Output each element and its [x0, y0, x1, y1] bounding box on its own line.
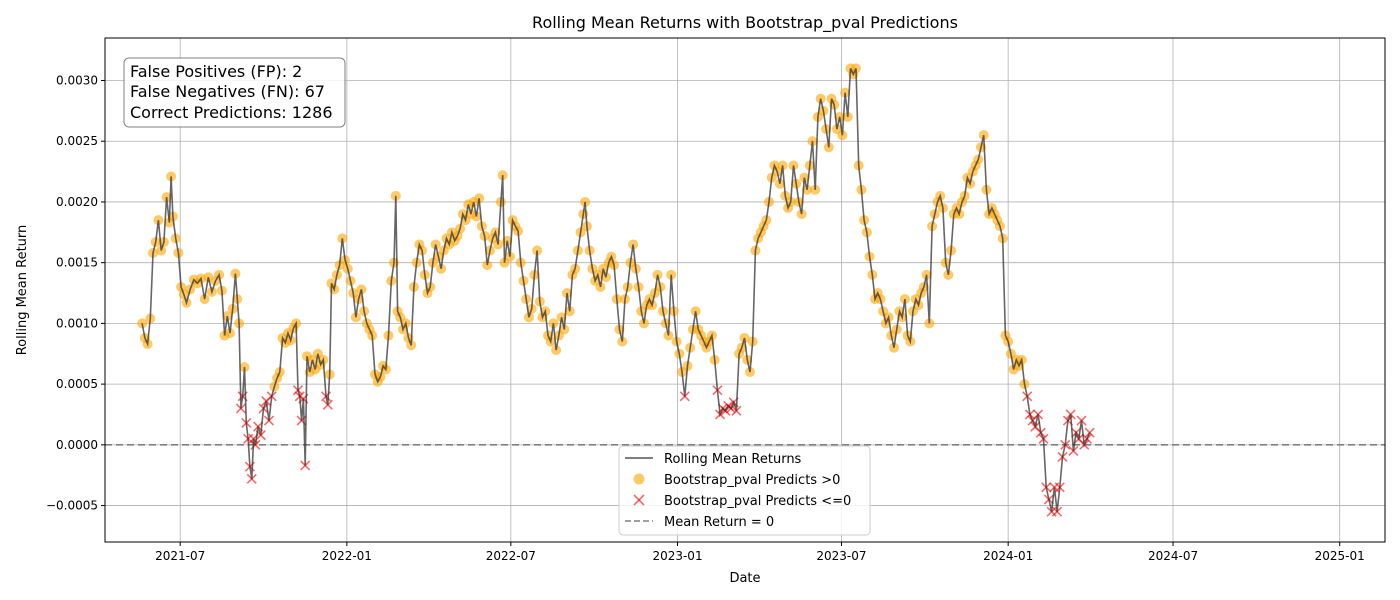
y-axis-ticks: −0.0005 0.0000 0.0005 0.0010 0.0015 0.0020 0.0… [46, 74, 105, 513]
plot-frame [104, 37, 1386, 543]
x-tick-label: 2024-07 [1148, 549, 1198, 563]
x-tick-label: 2022-01 [322, 549, 372, 563]
legend-item-mean-return: Mean Return = 0 [664, 515, 774, 530]
stats-box-frame [123, 57, 346, 128]
prediction-positive-point [390, 190, 401, 201]
y-axis-label: Rolling Mean Return [15, 225, 30, 356]
y-tick-label: 0.0010 [56, 316, 98, 330]
correct-predictions-text: Correct Predictions: 1286 [130, 103, 333, 122]
y-tick-label: 0.0020 [56, 195, 98, 209]
legend-circle-swatch [633, 473, 645, 485]
legend-item-rolling-mean: Rolling Mean Returns [664, 452, 802, 467]
legend: Rolling Mean Returns Bootstrap_pval Pred… [618, 445, 871, 536]
legend-item-predicts-nonpositive: Bootstrap_pval Predicts <=0 [664, 494, 851, 509]
y-tick-label: 0.0000 [56, 438, 98, 452]
x-tick-label: 2023-01 [652, 549, 702, 563]
y-tick-label: 0.0030 [56, 74, 98, 88]
legend-frame [618, 445, 871, 536]
x-tick-label: 2021-07 [155, 549, 205, 563]
y-tick-label: 0.0005 [56, 377, 98, 391]
x-tick-label: 2024-01 [983, 549, 1033, 563]
chart-title: Rolling Mean Returns with Bootstrap_pval… [532, 13, 958, 33]
x-tick-label: 2022-07 [486, 549, 536, 563]
y-tick-label: 0.0025 [56, 134, 98, 148]
rolling-mean-returns-line [141, 68, 1091, 512]
false-positives-text: False Positives (FP): 2 [130, 62, 302, 81]
x-axis-ticks: 2021-07 2022-01 2022-07 2023-01 2023-07 2024-… [155, 542, 1365, 563]
x-tick-label: 2023-07 [816, 549, 866, 563]
y-tick-label: 0.0015 [56, 256, 98, 270]
x-tick-label: 2025-01 [1315, 549, 1365, 563]
false-negatives-text: False Negatives (FN): 67 [130, 82, 325, 101]
legend-x-swatch [633, 494, 645, 506]
stats-box: False Positives (FP): 2 False Negatives … [123, 57, 346, 128]
y-tick-label: −0.0005 [46, 499, 98, 513]
x-axis-label: Date [729, 571, 760, 586]
legend-item-predicts-positive: Bootstrap_pval Predicts >0 [664, 473, 840, 488]
